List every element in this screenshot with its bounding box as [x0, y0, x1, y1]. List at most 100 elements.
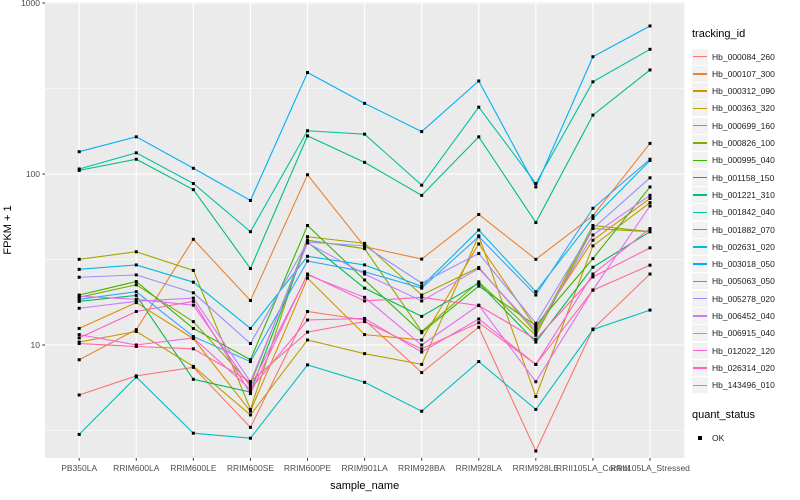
data-point: [306, 254, 310, 258]
data-point: [648, 308, 652, 312]
data-point: [648, 24, 652, 28]
data-point: [306, 129, 310, 133]
legend-label: Hb_000084_260: [712, 51, 775, 62]
legend-label: Hb_003018_050: [712, 259, 775, 270]
data-point: [591, 272, 595, 276]
data-point: [134, 329, 138, 333]
legend-title-tracking-id: tracking_id: [692, 28, 746, 40]
data-point: [363, 278, 367, 282]
data-point: [591, 227, 595, 231]
data-point: [420, 338, 424, 342]
legend-key-line: [693, 211, 707, 213]
data-point: [306, 134, 310, 138]
legend-key-swatch: [692, 308, 708, 324]
data-point: [191, 336, 195, 340]
data-point: [477, 321, 481, 325]
data-point: [77, 257, 81, 261]
x-tick-label: RRII105LA_Stressed: [610, 463, 690, 473]
data-point: [420, 299, 424, 303]
x-tick-label: RRIM928LE: [513, 463, 560, 473]
data-point: [591, 214, 595, 218]
x-tick-label: RRIM600LE: [170, 463, 217, 473]
data-point: [134, 343, 138, 347]
data-point: [591, 257, 595, 261]
data-point: [420, 193, 424, 197]
data-point: [363, 160, 367, 164]
data-point: [77, 326, 81, 330]
data-point: [248, 407, 252, 411]
legend-label: Hb_001842_040: [712, 207, 775, 218]
data-point: [648, 185, 652, 189]
legend-key-line: [693, 55, 707, 58]
data-point: [248, 425, 252, 429]
data-point: [306, 272, 310, 276]
legend-key-line: [693, 228, 707, 231]
data-point: [648, 157, 652, 161]
data-point: [191, 280, 195, 284]
legend-item-Hb_005278_020: Hb_005278_020: [692, 290, 775, 307]
data-point: [363, 352, 367, 356]
data-point: [77, 358, 81, 362]
data-point: [134, 263, 138, 267]
legend-key-swatch: [692, 48, 708, 65]
legend-key-swatch: [692, 152, 708, 169]
data-point: [134, 135, 138, 139]
data-point: [534, 362, 538, 366]
legend-item-Hb_005063_050: Hb_005063_050: [692, 273, 775, 290]
data-point: [534, 449, 538, 453]
data-point: [420, 257, 424, 261]
legend-key-swatch: [692, 117, 708, 134]
legend-item-Hb_001882_070: Hb_001882_070: [692, 221, 775, 238]
data-point: [648, 193, 652, 197]
x-tick-label: RRIM901LA: [341, 463, 388, 473]
legend-key-swatch: [692, 83, 708, 100]
data-point: [306, 241, 310, 245]
data-point: [648, 176, 652, 180]
x-axis-title: sample_name: [330, 480, 399, 492]
data-point: [534, 293, 538, 297]
data-point: [591, 233, 595, 237]
data-point: [306, 71, 310, 75]
data-point: [363, 286, 367, 290]
legend-key-line: [693, 315, 707, 317]
legend-label: Hb_000699_160: [712, 120, 775, 131]
y-axis-title: FPKM + 1: [2, 205, 14, 254]
legend-key-line: [693, 280, 707, 283]
data-point: [420, 130, 424, 134]
legend-key-line: [693, 107, 707, 110]
data-point: [534, 337, 538, 341]
legend-key-swatch: [692, 290, 708, 307]
data-point: [534, 331, 538, 335]
data-point: [248, 382, 252, 386]
data-point: [363, 295, 367, 299]
data-point: [477, 281, 481, 285]
legend-label: Hb_026314_020: [712, 362, 775, 373]
legend-item-Hb_026314_020: Hb_026314_020: [692, 359, 775, 376]
legend-key-swatch: [692, 221, 708, 238]
legend-label: Hb_001882_070: [712, 224, 775, 235]
legend-label: Hb_002631_020: [712, 241, 775, 252]
data-point: [306, 318, 310, 322]
data-point: [248, 358, 252, 362]
data-point: [420, 183, 424, 187]
data-point: [134, 250, 138, 254]
data-point: [191, 326, 195, 330]
data-point: [134, 290, 138, 294]
data-point: [134, 283, 138, 287]
data-point: [648, 204, 652, 208]
legend-key-line: [693, 349, 707, 352]
data-point: [363, 272, 367, 276]
legend-key-swatch: [692, 135, 708, 151]
x-tick-label: RRIM928LA: [456, 463, 503, 473]
data-point: [134, 151, 138, 155]
data-point: [648, 68, 652, 72]
legend-label: Hb_000312_090: [712, 86, 775, 97]
legend-key-line: [693, 73, 707, 75]
data-point: [420, 409, 424, 413]
data-point: [534, 326, 538, 330]
data-point: [477, 135, 481, 139]
data-point: [134, 328, 138, 332]
legend-key-swatch: [692, 256, 708, 273]
legend-item-Hb_000995_040: Hb_000995_040: [692, 152, 775, 169]
